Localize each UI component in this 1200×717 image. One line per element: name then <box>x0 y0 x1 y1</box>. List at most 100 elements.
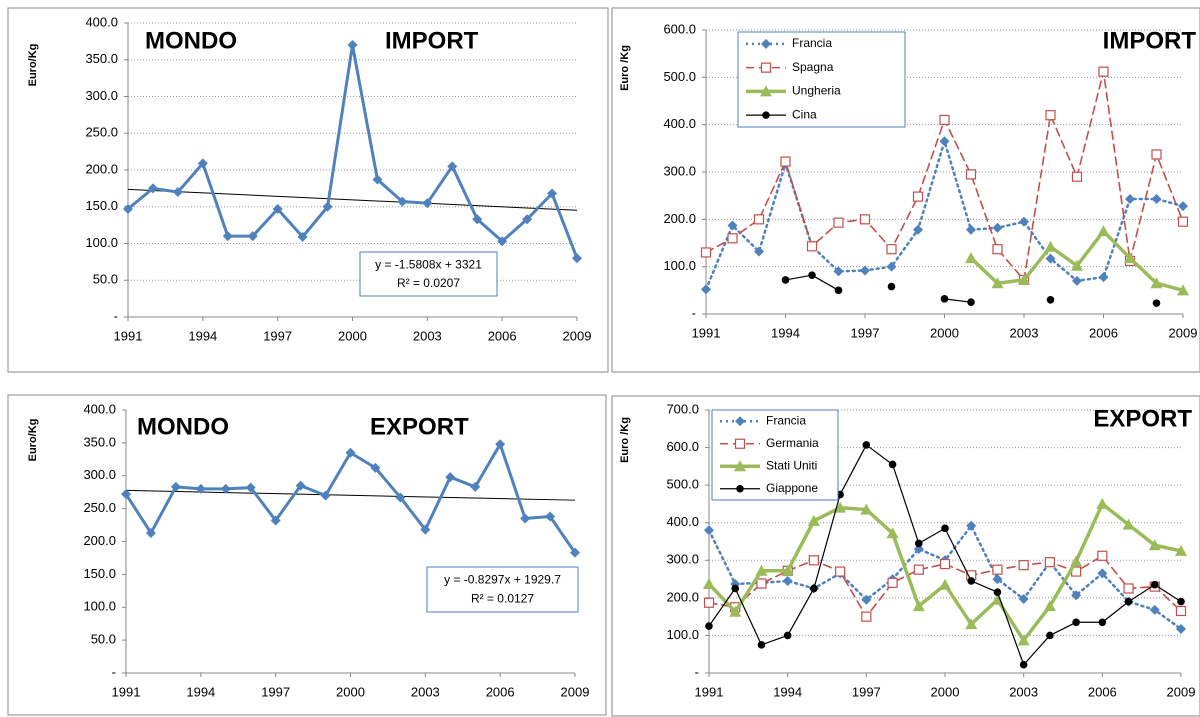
marker <box>729 605 742 617</box>
y-tick-label: 250.0 <box>85 125 118 140</box>
x-tick-label: 2009 <box>1169 325 1198 340</box>
marker <box>888 460 897 469</box>
marker <box>1124 252 1136 264</box>
marker <box>1097 568 1108 579</box>
marker <box>497 236 508 247</box>
y-tick-label: 300.0 <box>83 467 116 482</box>
marker <box>1018 593 1029 604</box>
marker <box>939 136 950 147</box>
legend-label: Giappone <box>766 481 818 495</box>
panel-border <box>7 394 607 716</box>
marker <box>703 597 715 608</box>
marker <box>1177 597 1185 606</box>
x-tick-label: 1997 <box>263 328 292 343</box>
marker <box>420 524 431 535</box>
series-line <box>126 43 579 260</box>
marker <box>967 298 975 306</box>
x-tick-label: 1994 <box>186 684 215 699</box>
x-tick-label: 1997 <box>261 684 290 699</box>
marker <box>756 578 767 589</box>
y-axis-label: Euro/Kg <box>27 419 39 462</box>
marker <box>272 203 283 214</box>
legend-box <box>711 409 839 501</box>
legend-marker <box>734 460 746 472</box>
y-tick-label: 400.0 <box>83 401 116 416</box>
chart-panel: - 100.0 200.0 300.0 400.0 500.0 600.0 700.0 1991… <box>611 395 1200 717</box>
trend-box <box>426 566 579 613</box>
marker <box>121 489 131 500</box>
marker <box>912 600 925 612</box>
x-tick-label: 1994 <box>773 684 802 699</box>
marker <box>1071 171 1083 182</box>
y-axis-label: Euro /Kg <box>619 417 631 463</box>
marker <box>1071 590 1082 601</box>
legend-label: Cina <box>792 107 817 121</box>
marker <box>1045 253 1056 264</box>
marker <box>940 295 949 303</box>
legend-label: Ungheria <box>792 84 841 98</box>
marker <box>782 575 793 586</box>
marker <box>1045 110 1056 121</box>
marker <box>992 222 1003 233</box>
y-tick-label: 100.0 <box>663 258 696 273</box>
x-tick-label: 2006 <box>486 684 515 699</box>
marker <box>835 566 846 577</box>
marker <box>727 233 738 244</box>
marker <box>965 618 978 630</box>
y-tick-label: 200.0 <box>666 589 699 604</box>
marker <box>1018 560 1029 571</box>
marker <box>1150 277 1163 289</box>
marker <box>472 214 483 225</box>
marker <box>862 441 871 449</box>
marker <box>704 525 714 536</box>
marker <box>1072 618 1080 627</box>
chart-title: EXPORT <box>1093 405 1192 432</box>
marker <box>347 40 358 51</box>
x-tick-label: 1994 <box>188 328 217 343</box>
marker <box>727 220 738 231</box>
y-tick-label: 350.0 <box>83 434 116 449</box>
marker <box>913 224 923 235</box>
marker <box>966 520 977 531</box>
marker <box>914 539 923 548</box>
y-tick-label: 100.0 <box>85 235 118 250</box>
marker <box>445 472 456 483</box>
marker <box>370 462 381 473</box>
marker <box>939 578 951 590</box>
x-tick-label: 1997 <box>852 684 881 699</box>
marker <box>1072 275 1082 286</box>
trend-line <box>127 188 578 211</box>
x-tick-label: 2003 <box>413 328 442 343</box>
marker <box>145 527 156 538</box>
marker <box>1018 273 1030 285</box>
marker <box>1151 193 1162 204</box>
marker <box>170 481 181 492</box>
y-tick-label: 300.0 <box>666 552 699 567</box>
marker <box>887 282 896 291</box>
marker <box>297 231 308 242</box>
y-tick-label: 400.0 <box>663 116 696 131</box>
marker <box>860 503 873 515</box>
marker <box>322 201 333 212</box>
marker <box>572 253 582 264</box>
legend-marker <box>736 484 744 493</box>
y-tick-label: - <box>114 308 118 323</box>
marker <box>570 547 580 558</box>
y-tick-label: - <box>112 664 116 679</box>
marker <box>859 214 871 225</box>
marker <box>1178 201 1188 212</box>
trend-box <box>359 251 498 297</box>
marker <box>781 564 794 576</box>
legend-label: Stati Uniti <box>766 458 817 472</box>
x-tick-label: 2003 <box>411 684 440 699</box>
marker <box>1177 284 1189 296</box>
legend-marker <box>761 38 771 49</box>
chart-panel: - 100.0 200.0 300.0 400.0 500.0 600.0 1991 1994 1… <box>611 7 1200 373</box>
x-tick-label: 2009 <box>563 328 592 343</box>
marker <box>1176 624 1186 635</box>
marker <box>860 265 870 276</box>
chart-title: IMPORT <box>1103 27 1197 54</box>
x-tick-label: 2003 <box>1010 325 1039 340</box>
